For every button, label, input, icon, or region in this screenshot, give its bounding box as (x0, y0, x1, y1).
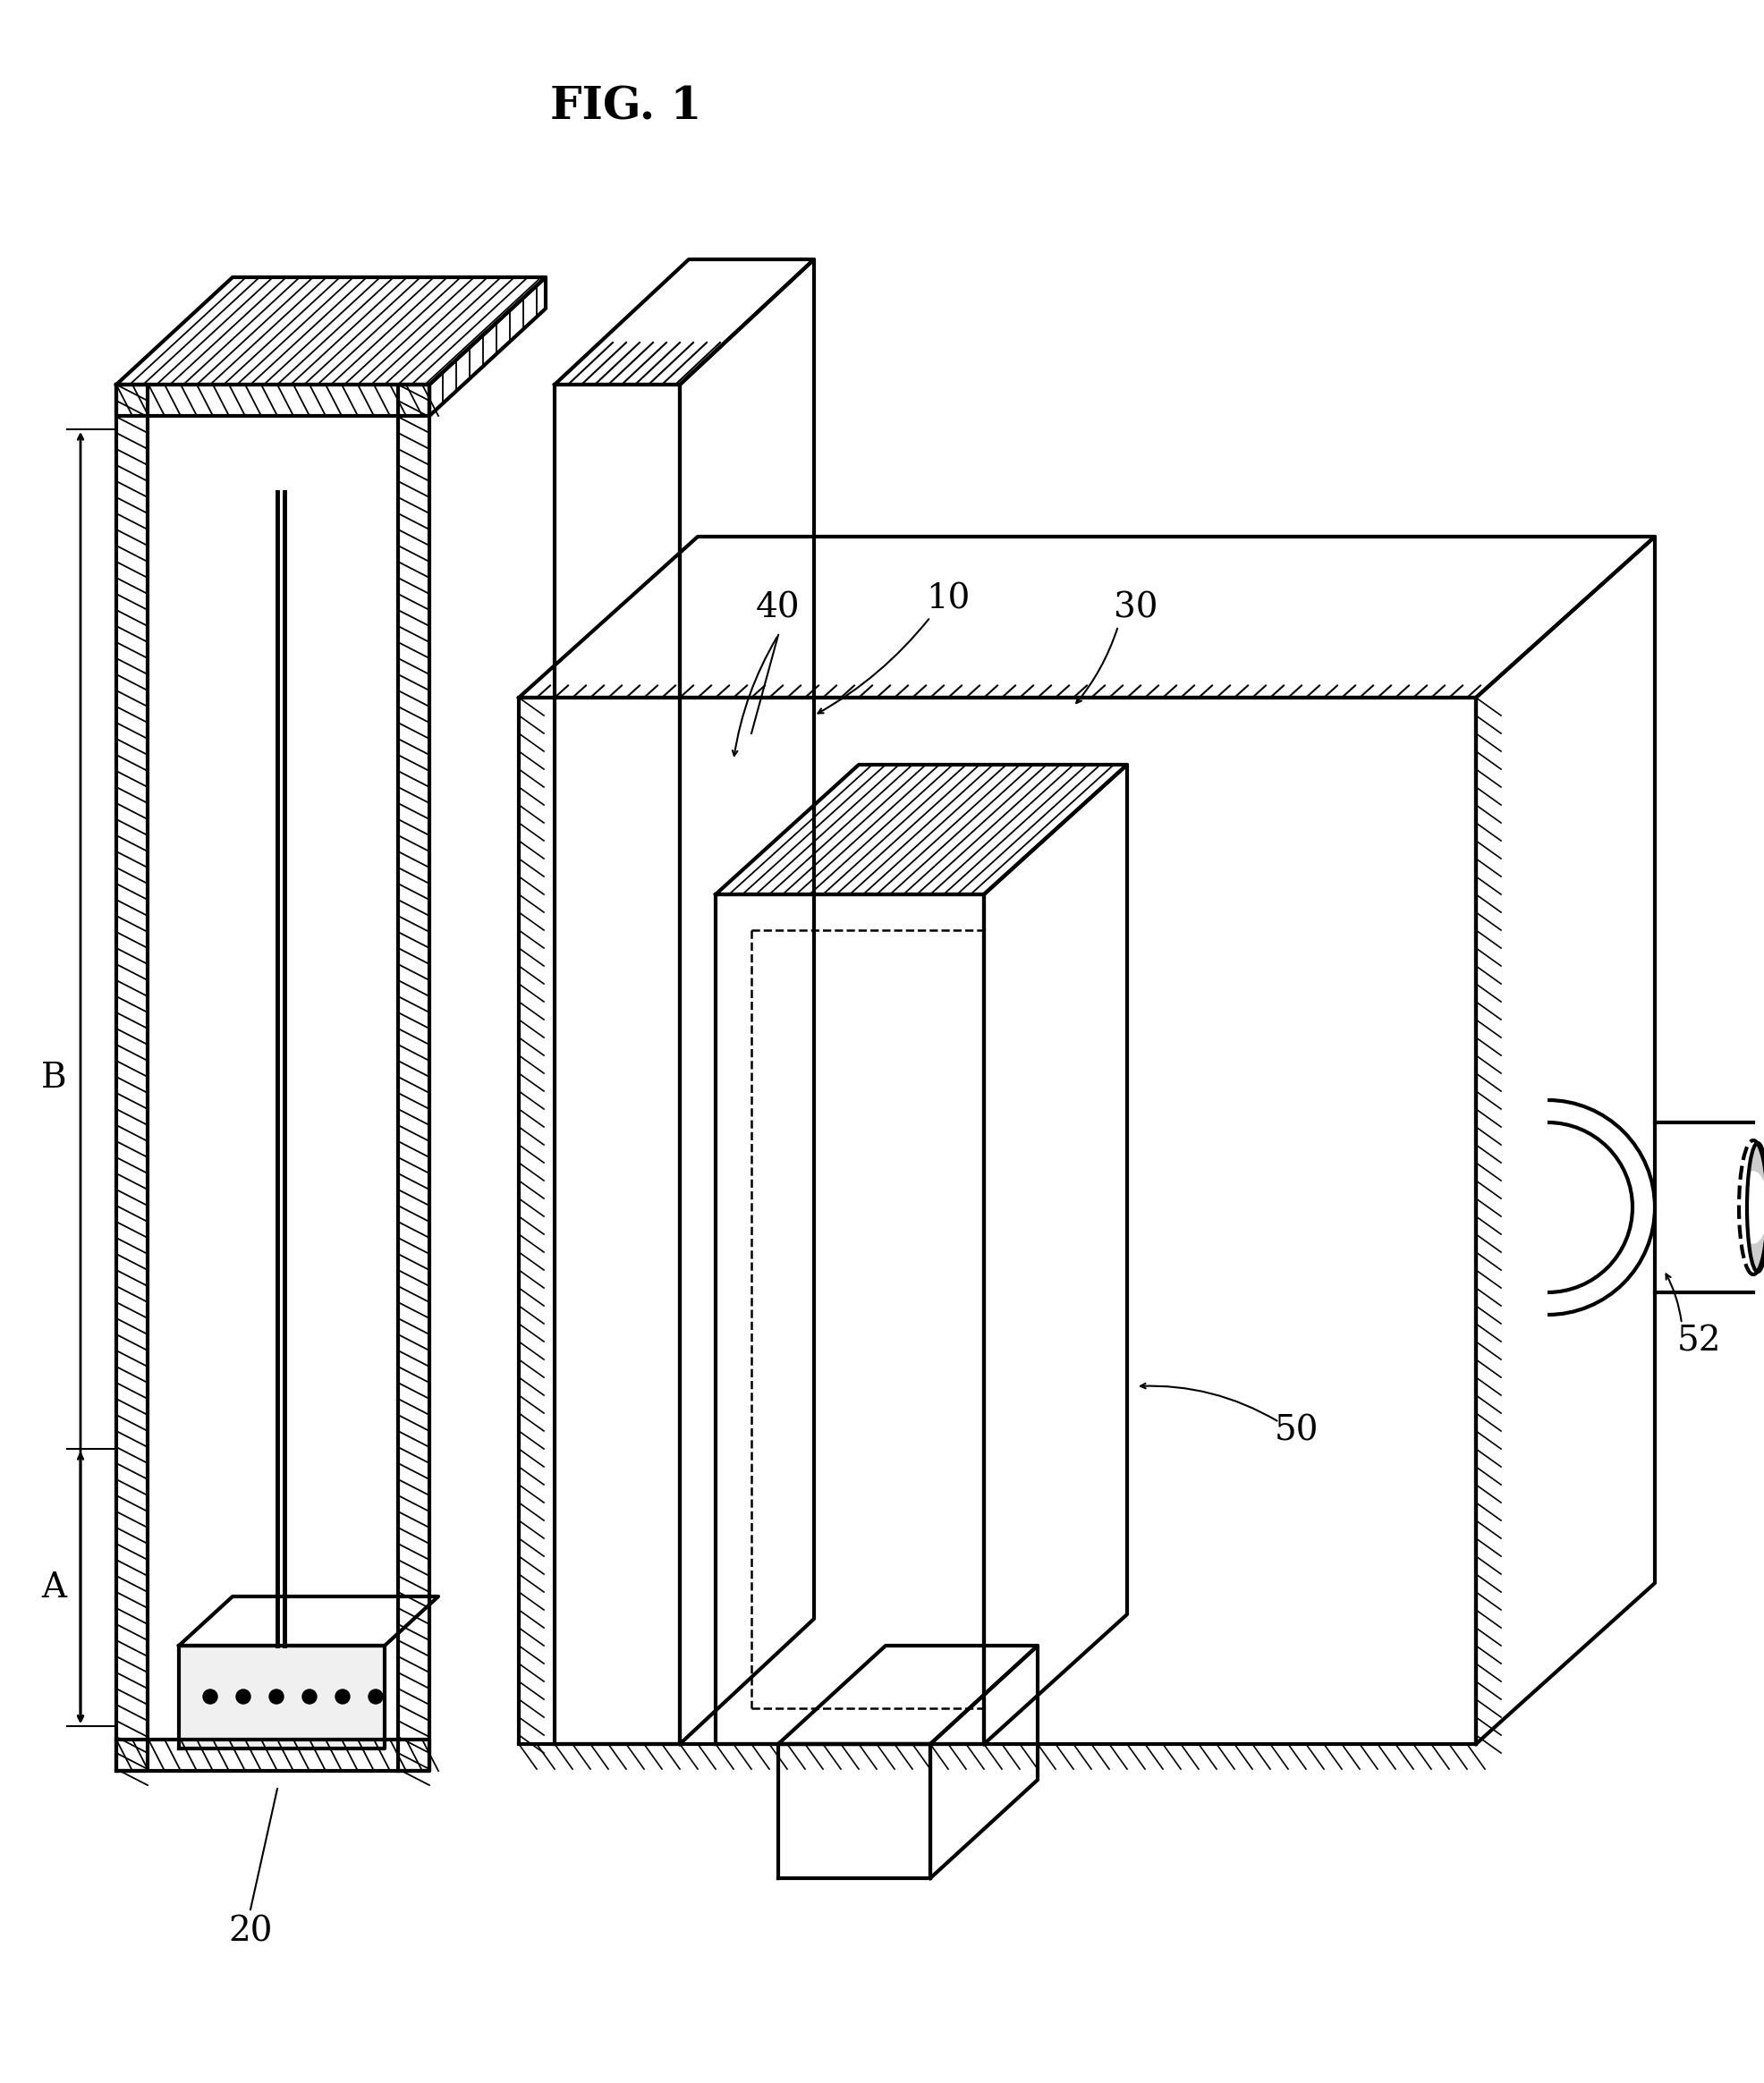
Circle shape (369, 1689, 383, 1704)
Text: FIG. 1: FIG. 1 (550, 85, 702, 129)
Ellipse shape (1739, 1171, 1764, 1244)
Text: 52: 52 (1678, 1325, 1722, 1358)
Text: A: A (41, 1571, 67, 1604)
Circle shape (203, 1689, 217, 1704)
Ellipse shape (1746, 1144, 1764, 1273)
Text: 40: 40 (757, 592, 801, 625)
Text: 50: 50 (1275, 1414, 1319, 1448)
Circle shape (236, 1689, 250, 1704)
Text: 10: 10 (926, 583, 970, 617)
Wedge shape (1547, 1100, 1655, 1314)
Text: B: B (41, 1060, 67, 1094)
Polygon shape (178, 1646, 385, 1748)
Circle shape (270, 1689, 284, 1704)
Circle shape (335, 1689, 349, 1704)
Text: 30: 30 (1113, 592, 1159, 625)
Text: 20: 20 (228, 1914, 273, 1948)
Circle shape (302, 1689, 318, 1704)
